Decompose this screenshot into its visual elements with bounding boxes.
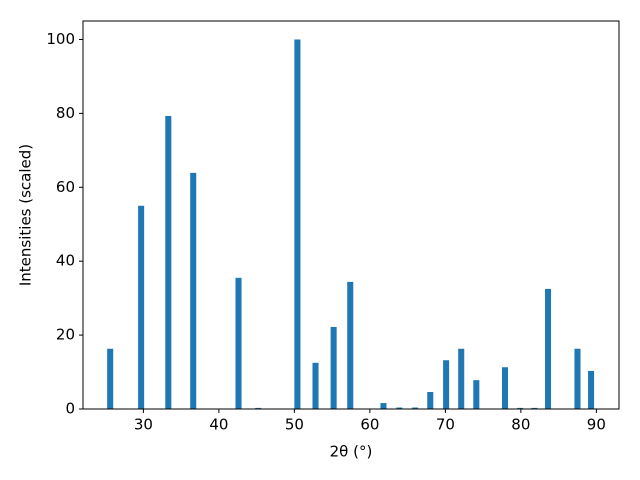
bar: [107, 348, 114, 409]
bar: [412, 407, 419, 409]
bar: [255, 407, 262, 409]
plot-frame: [82, 20, 620, 410]
bar: [574, 348, 581, 409]
bar: [588, 370, 595, 409]
bar: [190, 172, 197, 409]
bar: [294, 39, 301, 409]
x-axis-label: 2θ (°): [330, 443, 373, 461]
bar: [380, 403, 387, 409]
bar: [312, 362, 319, 409]
y-tick-label: 0: [65, 400, 75, 418]
x-tick-label: 90: [587, 416, 606, 434]
bar: [330, 326, 337, 409]
bar: [531, 407, 538, 409]
bar: [235, 277, 242, 409]
x-tick-label: 70: [436, 416, 455, 434]
x-tick-label: 50: [285, 416, 304, 434]
x-tick-label: 80: [511, 416, 530, 434]
bar: [473, 380, 480, 409]
bar: [443, 360, 450, 409]
y-tick-label: 80: [56, 104, 75, 122]
x-tick-label: 30: [134, 416, 153, 434]
bar: [517, 407, 524, 409]
x-tick-label: 60: [360, 416, 379, 434]
bar: [458, 348, 465, 409]
bar: [138, 205, 145, 409]
y-tick-label: 20: [56, 326, 75, 344]
y-tick-label: 40: [56, 252, 75, 270]
bar: [347, 281, 354, 409]
bar: [427, 392, 434, 409]
y-axis-label: Intensities (scaled): [17, 144, 35, 286]
y-tick-label: 100: [46, 30, 75, 48]
x-tick-label: 40: [209, 416, 228, 434]
bar: [165, 115, 172, 409]
bar: [545, 288, 552, 409]
bar: [501, 367, 509, 409]
bar: [396, 407, 403, 409]
y-tick-label: 60: [56, 178, 75, 196]
